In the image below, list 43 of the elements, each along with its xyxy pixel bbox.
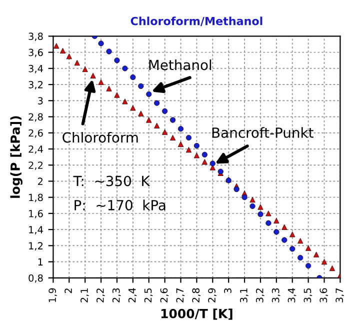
x-tick-label: 2 <box>64 288 72 294</box>
y-tick-label: 1,8 <box>29 194 43 202</box>
x-tick-label: 2,6 <box>160 288 169 302</box>
x-tick-label: 2,1 <box>80 288 89 302</box>
x-tick-label: 3,2 <box>256 288 264 302</box>
y-tick-label: 2,6 <box>28 129 43 138</box>
x-tick-label: 2,8 <box>192 288 201 302</box>
y-tick-label: 0,8 <box>28 274 43 283</box>
annotation: T: ~350 K <box>73 176 150 186</box>
y-tick-label: 3,2 <box>28 81 43 90</box>
x-tick-label: 2,3 <box>112 288 121 302</box>
x-tick-label: 3,5 <box>304 288 312 302</box>
x-tick-label: 3 <box>224 288 232 294</box>
x-tick-label: 3,1 <box>240 288 248 302</box>
x-tick-label: 2,9 <box>208 288 216 302</box>
x-tick-label: 3,7 <box>336 288 344 302</box>
x-axis-title: 1000/T [K] <box>161 308 232 320</box>
x-tick-label: 3,3 <box>272 288 280 302</box>
y-tick-label: 1,2 <box>29 242 43 250</box>
x-tick-label: 3,4 <box>288 288 296 302</box>
y-tick-label: 1,6 <box>29 210 43 218</box>
y-axis-title: log(P [kPa]) <box>10 116 22 198</box>
y-tick-label: 2,2 <box>28 162 43 170</box>
chart-title: Chloroform/Methanol <box>130 16 262 26</box>
y-tick-label: 3 <box>38 97 43 104</box>
y-tick-label: 2,4 <box>28 145 43 154</box>
annotation: Bancroft-Punkt <box>212 127 314 138</box>
x-tick-label: 2,4 <box>128 288 137 302</box>
y-tick-label: 3,4 <box>28 64 43 74</box>
y-tick-label: 2 <box>38 178 43 185</box>
annotation: Methanol <box>149 59 212 70</box>
x-tick-label: 2,2 <box>96 288 105 302</box>
x-tick-label: 1,9 <box>48 288 58 302</box>
x-tick-label: 3,6 <box>320 288 328 302</box>
annotation: Chloroform <box>62 132 138 143</box>
x-tick-label: 2,7 <box>176 288 185 302</box>
y-tick-label: 3,8 <box>28 32 43 42</box>
y-tick-label: 2,8 <box>28 113 43 122</box>
y-tick-label: 1,4 <box>29 226 43 234</box>
y-tick-label: 1 <box>38 258 43 266</box>
annotation: P: ~170 kPa <box>74 200 166 210</box>
y-tick-label: 3,6 <box>28 48 43 58</box>
x-tick-label: 2,5 <box>144 288 153 302</box>
